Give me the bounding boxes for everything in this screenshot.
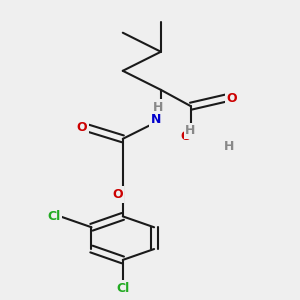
Text: Cl: Cl	[116, 282, 129, 295]
Text: Cl: Cl	[47, 210, 60, 223]
Text: O: O	[77, 122, 87, 134]
Text: H: H	[224, 140, 234, 154]
Text: O: O	[180, 130, 191, 142]
Text: H: H	[185, 124, 196, 137]
Text: O: O	[112, 188, 123, 201]
Text: O: O	[226, 92, 237, 104]
Text: H: H	[153, 101, 164, 114]
Text: N: N	[151, 113, 161, 126]
